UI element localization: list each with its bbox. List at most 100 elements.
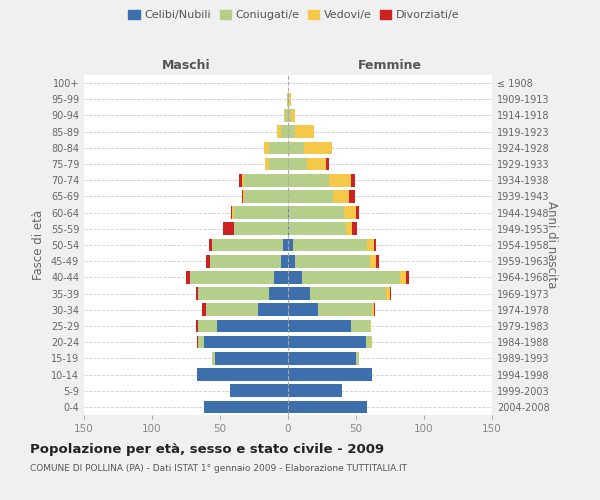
Bar	[243, 190, 244, 202]
Bar	[288, 109, 291, 122]
Bar	[288, 93, 289, 106]
Text: Femmine: Femmine	[358, 59, 422, 72]
Bar	[374, 238, 376, 252]
Bar	[281, 126, 288, 138]
Bar	[202, 304, 206, 316]
Bar	[263, 142, 269, 154]
Bar	[295, 255, 370, 268]
Bar	[233, 222, 288, 235]
Bar	[376, 255, 379, 268]
Bar	[198, 336, 203, 348]
Bar	[307, 158, 326, 170]
Bar	[287, 93, 288, 106]
Bar	[293, 238, 367, 252]
Bar	[344, 206, 356, 219]
Bar	[203, 336, 288, 348]
Bar	[304, 142, 332, 154]
Bar	[288, 320, 350, 332]
Bar	[288, 142, 304, 154]
Bar	[197, 336, 198, 348]
Bar	[197, 368, 288, 381]
Bar	[211, 255, 281, 268]
Bar	[198, 320, 217, 332]
Bar	[288, 255, 295, 268]
Y-axis label: Anni di nascita: Anni di nascita	[545, 202, 558, 288]
Bar	[215, 352, 288, 364]
Bar	[277, 126, 281, 138]
Bar	[374, 304, 375, 316]
Bar	[284, 109, 285, 122]
Bar	[288, 304, 318, 316]
Bar	[371, 336, 373, 348]
Bar	[212, 238, 283, 252]
Bar	[265, 158, 269, 170]
Bar	[206, 255, 211, 268]
Bar	[196, 288, 198, 300]
Bar	[269, 142, 288, 154]
Bar	[346, 222, 352, 235]
Bar	[233, 206, 288, 219]
Bar	[288, 126, 295, 138]
Bar	[406, 271, 409, 283]
Bar	[209, 238, 212, 252]
Bar	[285, 109, 288, 122]
Bar	[370, 320, 371, 332]
Bar	[295, 126, 314, 138]
Bar	[288, 271, 302, 283]
Bar	[288, 368, 373, 381]
Bar	[190, 271, 274, 283]
Bar	[400, 271, 406, 283]
Bar	[212, 352, 215, 364]
Bar	[288, 352, 356, 364]
Bar	[329, 174, 350, 186]
Bar	[198, 288, 269, 300]
Bar	[231, 206, 232, 219]
Bar	[232, 206, 233, 219]
Bar	[288, 174, 329, 186]
Bar	[244, 174, 288, 186]
Bar	[281, 255, 288, 268]
Bar	[258, 304, 288, 316]
Bar	[242, 190, 243, 202]
Bar	[367, 238, 374, 252]
Bar	[326, 158, 329, 170]
Bar	[186, 271, 190, 283]
Text: COMUNE DI POLLINA (PA) - Dati ISTAT 1° gennaio 2009 - Elaborazione TUTTITALIA.IT: COMUNE DI POLLINA (PA) - Dati ISTAT 1° g…	[30, 464, 407, 473]
Bar	[269, 158, 288, 170]
Bar	[365, 336, 371, 348]
Bar	[288, 158, 307, 170]
Bar	[386, 288, 390, 300]
Bar	[288, 238, 293, 252]
Bar	[291, 109, 295, 122]
Legend: Celibi/Nubili, Coniugati/e, Vedovi/e, Divorziati/e: Celibi/Nubili, Coniugati/e, Vedovi/e, Di…	[124, 6, 464, 25]
Bar	[244, 190, 288, 202]
Bar	[302, 271, 400, 283]
Bar	[310, 288, 386, 300]
Bar	[350, 320, 370, 332]
Bar	[283, 238, 288, 252]
Bar	[288, 222, 289, 235]
Bar	[373, 304, 374, 316]
Bar	[289, 222, 346, 235]
Bar	[196, 320, 198, 332]
Bar	[288, 336, 365, 348]
Bar	[242, 174, 244, 186]
Bar	[356, 206, 359, 219]
Bar	[289, 93, 291, 106]
Bar	[288, 288, 310, 300]
Bar	[350, 174, 355, 186]
Bar	[288, 384, 343, 397]
Bar	[370, 255, 376, 268]
Bar	[206, 304, 258, 316]
Bar	[289, 206, 344, 219]
Bar	[223, 222, 233, 235]
Bar	[349, 190, 355, 202]
Bar	[230, 384, 288, 397]
Bar	[333, 190, 349, 202]
Bar	[269, 288, 288, 300]
Bar	[352, 222, 358, 235]
Bar	[390, 288, 391, 300]
Bar	[288, 400, 367, 413]
Bar	[288, 190, 333, 202]
Bar	[217, 320, 288, 332]
